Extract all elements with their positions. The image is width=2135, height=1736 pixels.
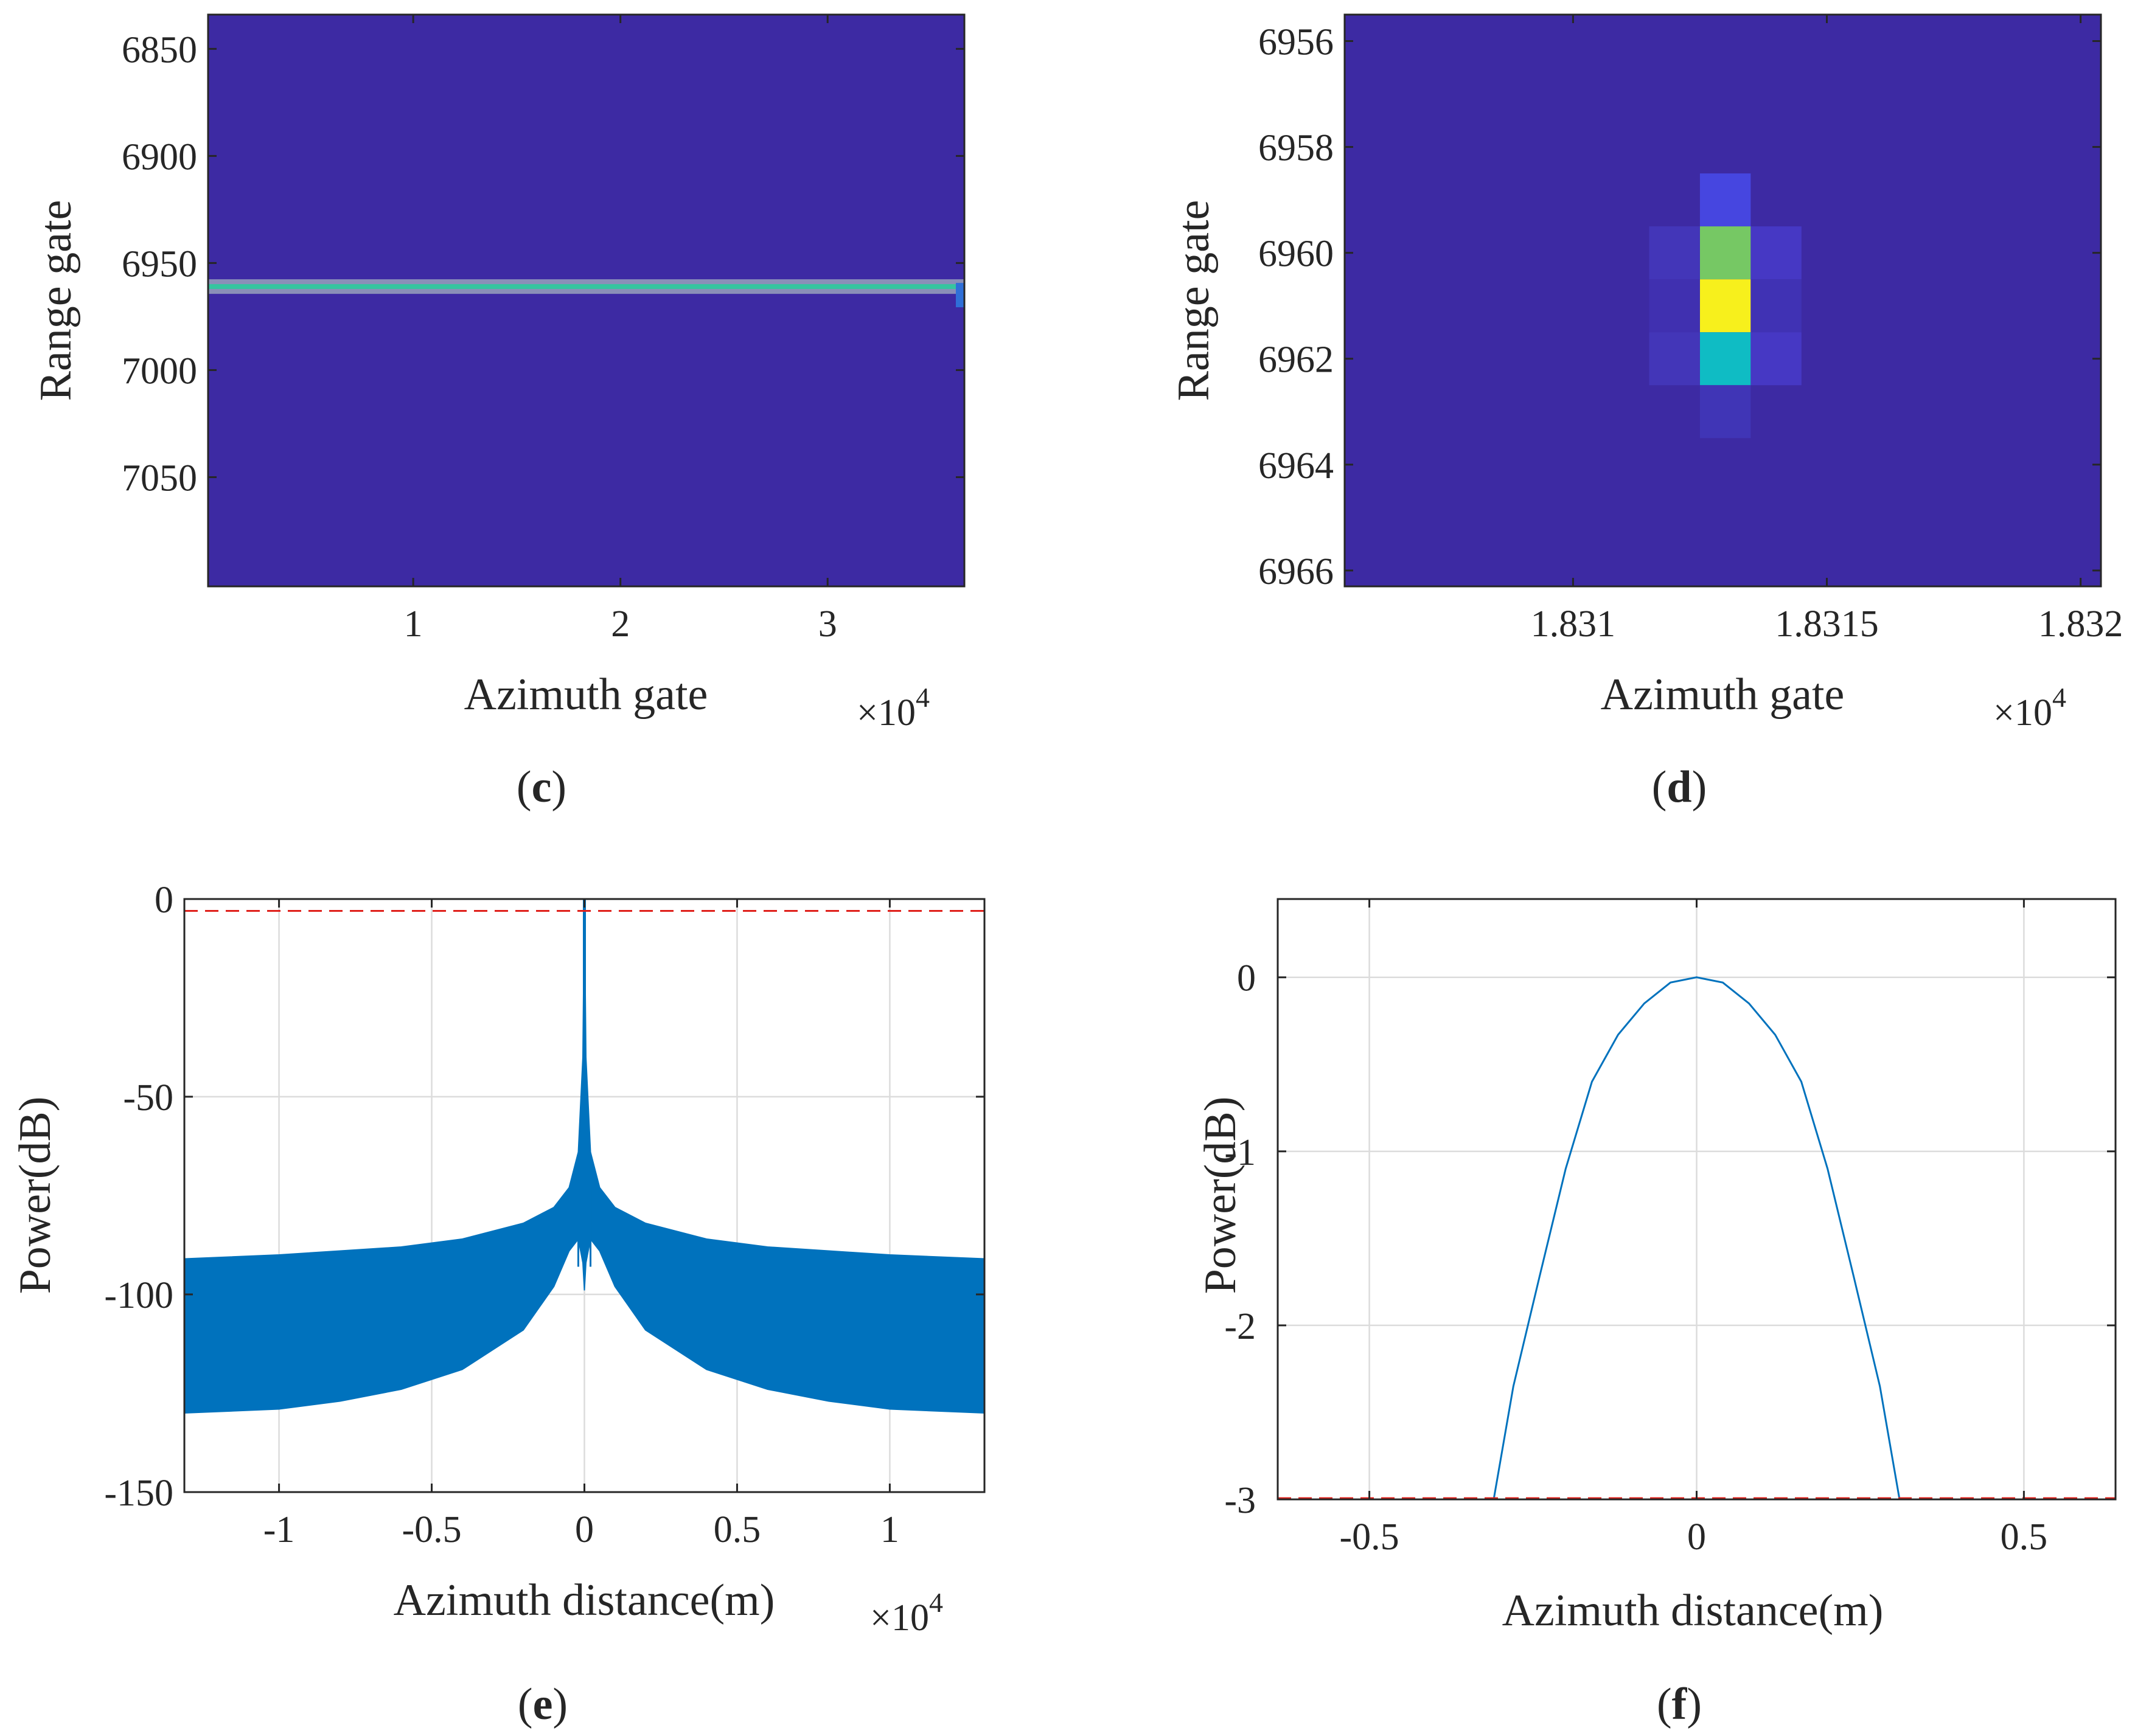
x-tick-label: 0.5 (714, 1509, 761, 1550)
heatmap-cell (1699, 173, 1751, 227)
y-tick-label: 6958 (1258, 128, 1334, 169)
y-tick-label: 6900 (122, 136, 197, 178)
y-tick-label: 0 (1237, 958, 1256, 999)
heatmap-cell (1699, 332, 1751, 386)
x-tick-label: 1.832 (2038, 603, 2123, 645)
plot-area (208, 279, 964, 308)
x-tick-label: 0.5 (2001, 1516, 2048, 1558)
x-axis-label: Azimuth distance(m) (1502, 1586, 1884, 1636)
heatmap-cell (1750, 332, 1802, 386)
heatmap-cell (1699, 279, 1751, 333)
x-axis-label: Azimuth gate (1601, 670, 1845, 720)
x-tick-label: 1.831 (1531, 603, 1616, 645)
x-tick-label: 0 (575, 1509, 594, 1550)
mainlobe-curve (1492, 976, 1901, 1500)
panel-f: -0.5 0 0.5 0 -1 -2 -3 Azimuth distance(m) Pow… (1196, 898, 2117, 1729)
x-tick-label: 0 (1687, 1516, 1706, 1558)
x-tick-label: 1 (880, 1509, 899, 1550)
y-axis-label: Range gate (31, 200, 81, 401)
y-axis-label: Power(dB) (10, 1097, 60, 1294)
panel-caption-c: (c) (517, 762, 566, 812)
y-tick-label: 6966 (1258, 551, 1334, 592)
panel-caption-f: (f) (1657, 1679, 1702, 1729)
y-tick-label: 6950 (122, 243, 197, 285)
edge-artifact (956, 283, 964, 308)
axes-frame (1343, 13, 2102, 588)
x-tick-label: 1 (404, 603, 423, 645)
y-axis-label: Power(dB) (1196, 1097, 1245, 1294)
x-axis-multiplier: ×104 (1993, 682, 2066, 734)
y-tick-label: -50 (123, 1077, 173, 1119)
y-tick-label: -150 (104, 1473, 173, 1514)
x-tick-label: -0.5 (402, 1509, 461, 1550)
x-axis-label: Azimuth distance(m) (394, 1575, 775, 1625)
target-range-line (208, 284, 964, 290)
x-tick-label: 3 (818, 603, 837, 645)
panel-d: 1.831 1.8315 1.832 6956 6958 6960 6962 6964 696… (1169, 13, 2123, 812)
y-tick-label: 6850 (122, 29, 197, 71)
y-tick-label: 7000 (122, 350, 197, 392)
x-tick-label: 1.8315 (1775, 603, 1879, 645)
panel-caption-e: (e) (518, 1679, 568, 1729)
x-axis-multiplier: ×104 (870, 1587, 943, 1639)
y-axis-label: Range gate (1169, 200, 1219, 401)
y-tick-label: 7050 (122, 457, 197, 499)
grid (1278, 899, 2116, 1501)
heatmap-cell (1699, 385, 1751, 439)
y-tick-label: -100 (104, 1275, 173, 1316)
axes-frame (207, 13, 966, 588)
heatmap-cell (1750, 279, 1802, 333)
y-tick-label: 6962 (1258, 339, 1334, 381)
heatmap-background (208, 15, 964, 586)
plot-area (1649, 173, 1802, 439)
y-tick-label: 6964 (1258, 445, 1334, 487)
heatmap-cell (1649, 226, 1700, 280)
panel-caption-d: (d) (1652, 762, 1707, 812)
y-tick-label: -1 (1224, 1132, 1256, 1173)
x-tick-label: -0.5 (1340, 1516, 1399, 1558)
panel-e: -1 -0.5 0 0.5 1 0 -50 -100 -150 Azimuth distanc… (10, 880, 986, 1729)
y-tick-label: 6956 (1258, 22, 1334, 63)
x-tick-label: -1 (263, 1509, 295, 1550)
y-tick-label: -3 (1224, 1480, 1256, 1521)
heatmap-cell (1750, 226, 1802, 280)
heatmap-cell (1649, 332, 1700, 386)
x-axis-multiplier: ×104 (857, 682, 930, 734)
y-tick-label: 0 (155, 880, 173, 921)
panel-c: 1 2 3 6850 6900 6950 7000 7050 Azimuth gate Ra… (31, 13, 966, 812)
heatmap-cell (1649, 279, 1700, 333)
x-tick-label: 2 (611, 603, 630, 645)
y-tick-label: -2 (1224, 1306, 1256, 1347)
heatmap-cell (1699, 226, 1751, 280)
y-tick-label: 6960 (1258, 234, 1334, 275)
x-axis-label: Azimuth gate (464, 670, 708, 720)
